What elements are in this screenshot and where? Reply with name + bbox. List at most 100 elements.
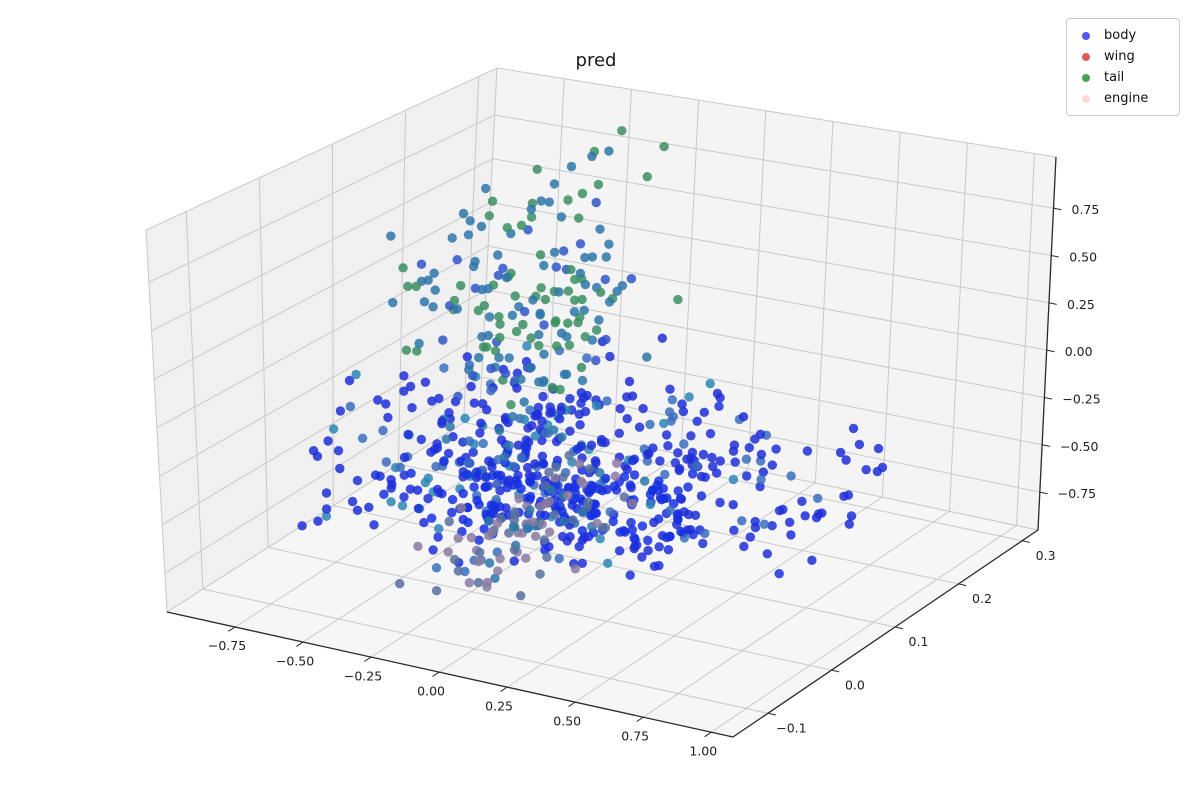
scatter-point <box>570 295 580 305</box>
scatter-point <box>705 429 716 439</box>
scatter-point <box>419 297 430 307</box>
scatter-point <box>508 461 519 472</box>
scatter-point <box>407 403 417 413</box>
scatter-point <box>516 220 527 230</box>
scatter-point <box>473 577 484 588</box>
scatter-point <box>575 239 586 249</box>
scatter-point <box>619 492 630 502</box>
scatter-point <box>684 392 694 402</box>
scatter-point <box>786 471 796 481</box>
scatter-point <box>576 388 586 398</box>
scatter-point <box>778 504 788 515</box>
scatter-point <box>509 556 519 566</box>
scatter-point <box>539 376 549 386</box>
scatter-point <box>526 204 536 214</box>
scatter-point <box>495 332 505 343</box>
legend-item-wing: wing <box>1067 46 1175 67</box>
scatter-point <box>405 381 416 392</box>
scatter-point <box>399 386 409 396</box>
scatter-point <box>411 281 421 292</box>
scatter-point <box>433 532 443 542</box>
scatter-point <box>590 499 600 509</box>
scatter-point <box>540 545 550 555</box>
scatter-point <box>428 545 438 555</box>
scatter-point <box>548 425 559 435</box>
x-tick <box>704 731 712 738</box>
scatter-point <box>369 520 379 530</box>
scatter-point <box>608 516 618 527</box>
scatter-point <box>397 501 408 511</box>
scatter-point <box>786 530 796 540</box>
scatter-point <box>463 517 473 528</box>
scatter-point <box>622 392 632 402</box>
scatter-point <box>532 164 542 174</box>
scatter-point <box>395 462 405 472</box>
scatter-point <box>523 462 533 473</box>
scatter-point <box>767 521 777 531</box>
scatter-point <box>482 577 492 588</box>
scatter-point <box>604 239 614 249</box>
scatter-point <box>742 471 752 481</box>
scatter-point <box>562 332 572 342</box>
scatter-point <box>844 519 854 529</box>
scatter-point <box>495 319 505 329</box>
scatter-point <box>475 547 485 557</box>
scatter-point <box>574 409 584 419</box>
scatter-point <box>413 541 423 551</box>
scatter-point <box>578 478 588 489</box>
scatter-point <box>774 569 784 579</box>
scatter-point <box>563 286 574 296</box>
scatter-point <box>498 263 508 273</box>
scatter-point <box>555 414 565 424</box>
scatter-point <box>403 281 413 291</box>
scatter-point <box>432 443 443 453</box>
scatter-point <box>516 591 526 601</box>
scatter-point <box>590 456 601 466</box>
x-tick <box>636 716 644 723</box>
legend-marker-icon <box>1082 52 1090 61</box>
scatter-point <box>679 439 689 449</box>
scatter-point <box>395 579 405 589</box>
scatter-point <box>835 447 846 458</box>
scatter-point <box>575 268 586 278</box>
scatter-point <box>429 268 439 278</box>
scatter-point <box>688 529 698 540</box>
scatter-point <box>321 488 332 498</box>
scatter-point <box>767 460 777 470</box>
scatter-point <box>813 493 823 503</box>
scatter-point <box>642 449 652 460</box>
x-tick-label: 1.00 <box>689 744 717 759</box>
z-tick <box>1046 349 1055 353</box>
scatter-point <box>528 295 538 305</box>
scatter-point <box>587 252 598 262</box>
scatter-point <box>370 470 381 480</box>
scatter-point <box>537 519 547 529</box>
scatter-point <box>486 363 496 374</box>
scatter-point <box>469 482 479 492</box>
scatter-point <box>659 418 669 429</box>
scatter-point <box>627 498 638 508</box>
scatter-point <box>600 274 610 285</box>
scatter-point <box>335 463 345 474</box>
scatter-point <box>352 475 363 486</box>
scatter-point <box>492 470 502 480</box>
scatter-point <box>535 308 545 318</box>
scatter-point <box>525 505 535 515</box>
scatter-point <box>797 496 807 506</box>
scatter-point <box>456 456 466 466</box>
scatter-point <box>604 146 614 156</box>
scatter-point <box>626 517 636 528</box>
scatter-point <box>509 480 519 490</box>
z-tick <box>1051 254 1060 258</box>
scatter-point <box>456 503 467 513</box>
scatter-point <box>399 452 410 463</box>
scatter-point <box>521 553 531 563</box>
scatter-point <box>696 491 707 501</box>
scatter-point <box>373 395 383 405</box>
scatter-point <box>602 396 612 406</box>
scatter-point <box>624 376 635 387</box>
scatter-point <box>576 362 587 373</box>
scatter-point <box>591 197 601 208</box>
scatter-point <box>551 262 561 272</box>
